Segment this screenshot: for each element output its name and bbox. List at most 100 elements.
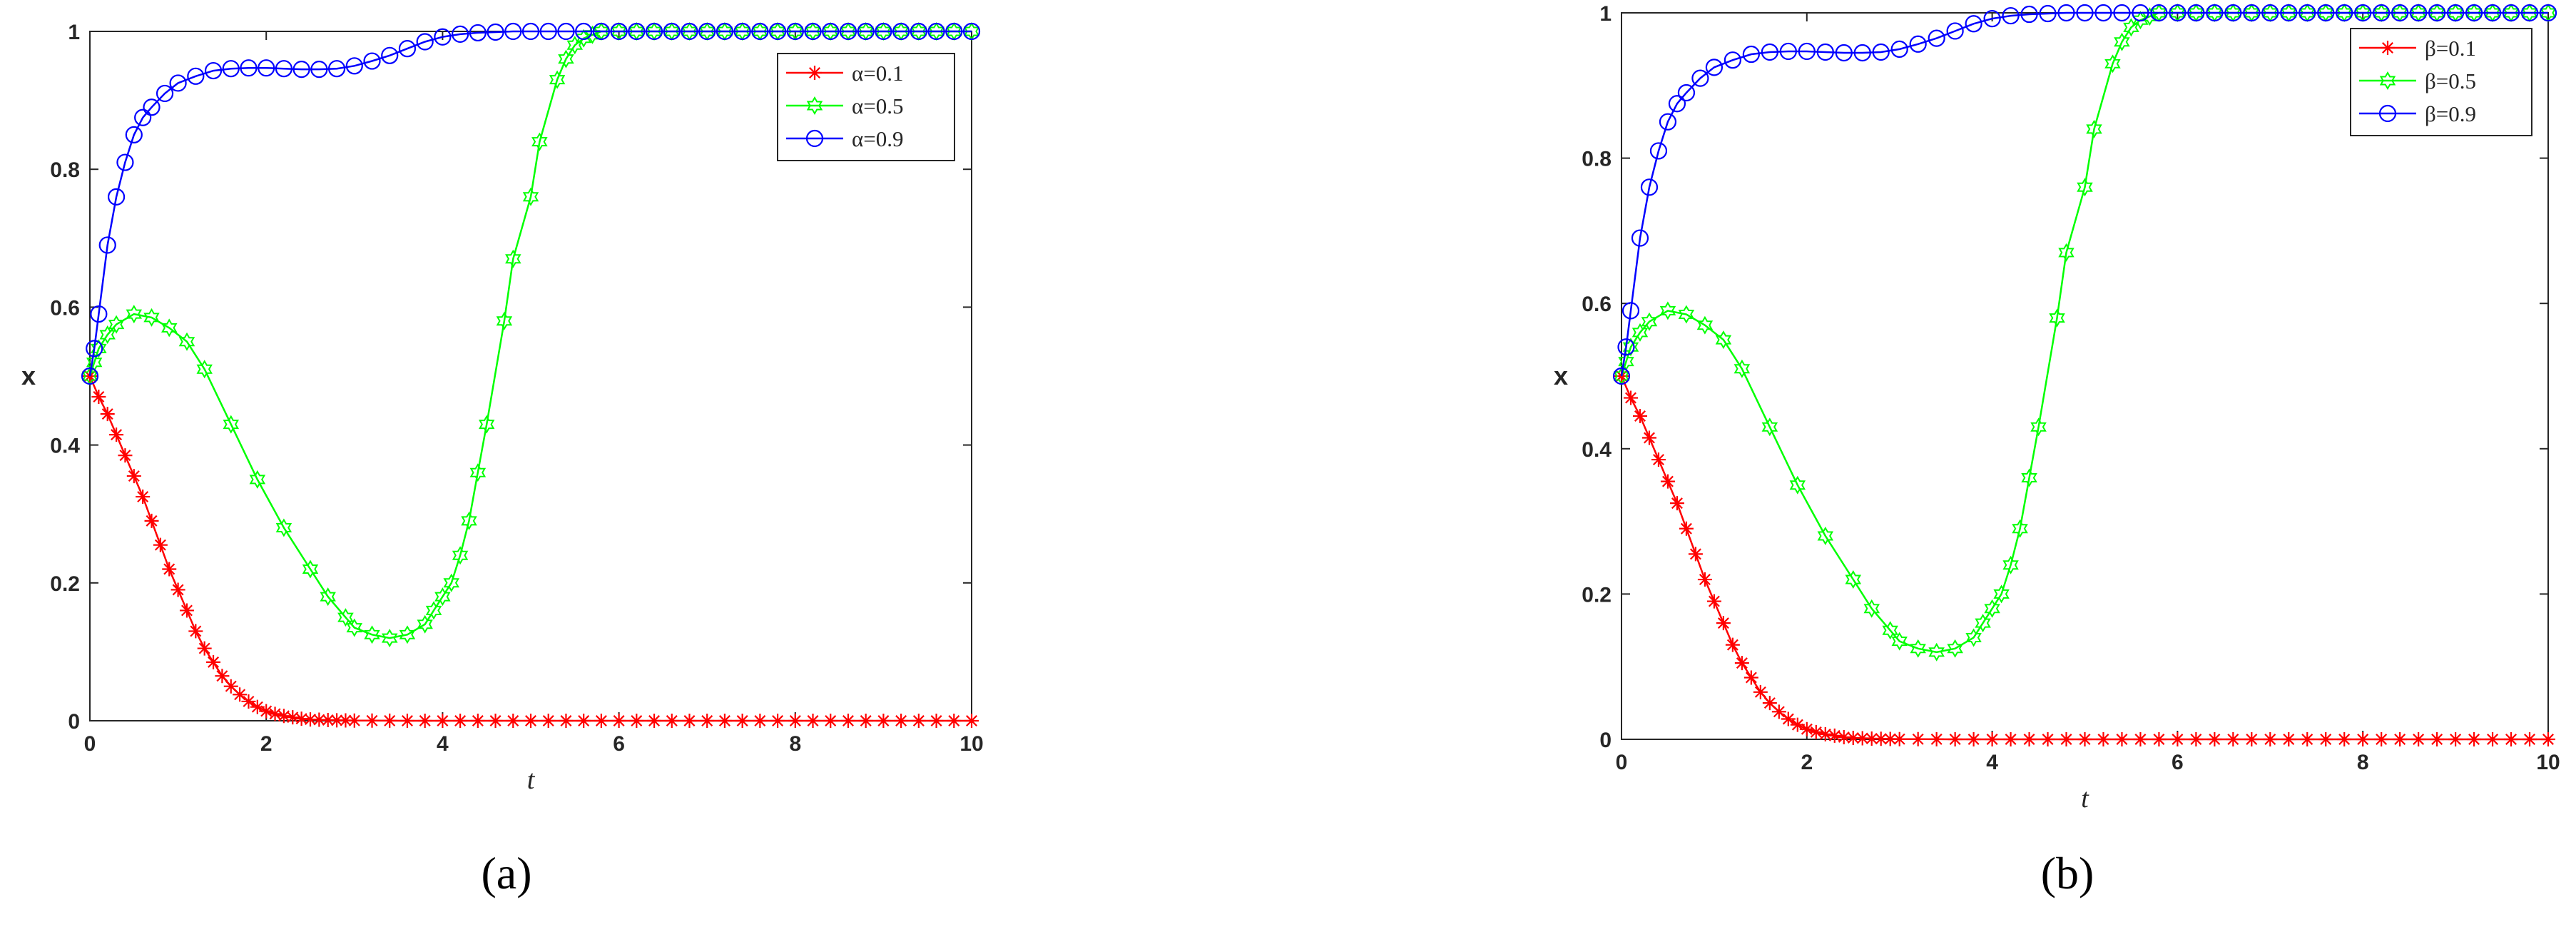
data-point <box>645 22 663 41</box>
y-tick-label: 0.2 <box>1582 583 1612 607</box>
x-tick-label: 4 <box>1986 751 1998 774</box>
data-point <box>1742 45 1760 64</box>
data-point <box>2430 732 2445 746</box>
data-point <box>1983 10 2001 28</box>
data-point <box>126 305 143 324</box>
data-point <box>629 714 644 728</box>
data-point <box>1890 40 1908 59</box>
x-tick-label: 10 <box>959 732 983 756</box>
data-point <box>1836 729 1851 744</box>
data-point <box>86 340 103 358</box>
data-point <box>2169 4 2186 22</box>
data-point <box>805 714 820 728</box>
data-point <box>1677 83 1696 102</box>
data-point <box>91 389 106 404</box>
data-point <box>1669 496 1684 511</box>
x-tick-label: 4 <box>437 732 449 756</box>
data-point <box>470 714 485 728</box>
data-point <box>2244 732 2259 746</box>
data-point <box>735 714 750 728</box>
data-point <box>557 22 575 41</box>
data-point <box>2104 54 2121 74</box>
data-point <box>2281 732 2296 746</box>
data-point <box>241 694 256 709</box>
data-point <box>187 67 205 85</box>
data-point <box>347 713 362 728</box>
legend-marker <box>805 129 824 148</box>
data-point <box>434 28 452 46</box>
y-tick-label: 0.8 <box>50 158 80 182</box>
data-point <box>1617 338 1635 356</box>
data-point <box>1883 731 1898 746</box>
data-point <box>2189 732 2204 746</box>
data-point <box>506 714 521 728</box>
data-point <box>1789 475 1806 495</box>
data-point <box>1632 408 1647 423</box>
data-point <box>2187 4 2205 22</box>
data-point <box>2114 732 2129 746</box>
data-point <box>2354 4 2372 22</box>
data-point <box>487 23 504 41</box>
data-point <box>857 22 875 41</box>
data-point <box>2280 4 2298 22</box>
data-point <box>804 22 822 41</box>
data-point <box>162 562 177 577</box>
data-point <box>337 608 354 627</box>
data-point <box>2356 732 2371 746</box>
data-point <box>858 714 873 728</box>
data-point <box>1659 113 1677 131</box>
data-point <box>276 709 291 724</box>
data-point <box>435 714 450 728</box>
data-point <box>753 714 768 728</box>
data-point <box>2003 732 2018 746</box>
data-point <box>2030 417 2047 437</box>
y-tick-label: 0.4 <box>50 435 80 458</box>
data-point <box>1734 359 1751 378</box>
data-point <box>788 714 803 728</box>
data-point <box>910 22 927 41</box>
x-tick-label: 8 <box>789 732 801 756</box>
data-point <box>566 36 584 55</box>
data-point <box>1892 731 1907 746</box>
data-point <box>240 59 258 77</box>
data-point <box>594 714 609 728</box>
data-point <box>268 706 282 721</box>
data-point <box>2373 4 2391 22</box>
data-point <box>91 339 107 358</box>
data-point <box>381 46 399 64</box>
data-point <box>345 57 363 75</box>
x-tick-label: 0 <box>1616 751 1628 774</box>
data-point <box>876 714 891 728</box>
data-point <box>2317 4 2335 22</box>
data-point <box>346 618 363 637</box>
data-point <box>647 714 662 728</box>
legend-label: α=0.5 <box>852 93 903 118</box>
data-point <box>1679 521 1694 536</box>
y-axis-label: x <box>21 361 36 390</box>
data-point <box>822 22 840 41</box>
data-point <box>1891 632 1908 651</box>
legend-entry: α=0.5 <box>786 93 903 118</box>
data-point <box>469 463 487 482</box>
data-point <box>1743 670 1758 685</box>
data-point <box>1948 732 1962 746</box>
data-point <box>2448 732 2463 746</box>
data-point <box>223 679 238 694</box>
data-point <box>1641 312 1658 331</box>
data-point <box>302 559 319 579</box>
data-point <box>215 669 230 684</box>
data-point <box>1622 338 1639 357</box>
data-point <box>2077 178 2093 197</box>
data-point <box>1771 704 1786 719</box>
data-point <box>1799 721 1814 736</box>
legend: α=0.1 α=0.5 α=0.9 <box>777 53 955 161</box>
data-point <box>1651 452 1666 467</box>
data-point <box>2467 732 2482 746</box>
chart-panel-b: 0 2 4 6 8 10 0 0.2 0.4 0.6 0.8 1 t x β=0.1 β=0.5 β=0.9 (b… <box>1554 2 2560 898</box>
data-point <box>381 629 398 648</box>
data-point <box>1928 29 1945 47</box>
data-point <box>2150 4 2168 22</box>
legend-marker <box>2381 41 2395 55</box>
data-point <box>169 74 187 92</box>
